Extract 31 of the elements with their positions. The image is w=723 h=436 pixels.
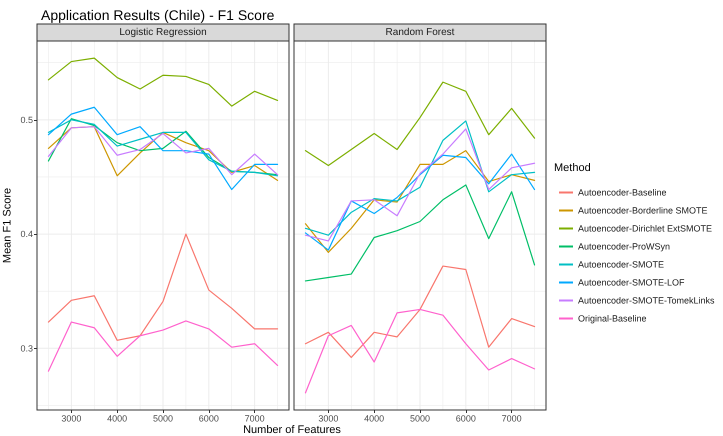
- legend-label: Autoencoder-SMOTE-LOF: [578, 278, 686, 288]
- legend-label: Original-Baseline: [578, 314, 647, 324]
- y-tick-label: 0.5: [20, 114, 33, 125]
- legend-label: Autoencoder-SMOTE: [578, 260, 664, 270]
- line-series: [48, 106, 278, 190]
- chart-title: Application Results (Chile) - F1 Score: [41, 7, 275, 23]
- x-tick-label: 3000: [318, 414, 338, 424]
- x-tick-label: 6000: [198, 414, 219, 424]
- x-tick-label: 3000: [61, 414, 82, 424]
- x-tick-label: 6000: [456, 414, 476, 424]
- x-tick-label: 7000: [502, 414, 522, 424]
- legend-label: Autoencoder-Borderline SMOTE: [578, 206, 708, 216]
- legend-label: Autoencoder-ProWSyn: [578, 242, 670, 252]
- y-axis-title: Mean F1 Score: [2, 188, 14, 264]
- x-tick-label: 4000: [364, 414, 384, 424]
- legend-label: Autoencoder-SMOTE-TomekLinks: [578, 296, 716, 306]
- x-tick-label: 5000: [410, 414, 430, 424]
- y-tick-label: 0.3: [20, 343, 33, 354]
- x-tick-label: 4000: [107, 414, 128, 424]
- legend-label: Autoencoder-Dirichlet ExtSMOTE: [578, 224, 712, 234]
- chart-subtitle: Random Forest: [386, 27, 455, 38]
- x-tick-label: 7000: [244, 414, 265, 424]
- line-series: [48, 320, 278, 372]
- legend-title: Method: [554, 162, 591, 174]
- line-series: [48, 233, 278, 341]
- y-tick-label: 0.4: [20, 229, 33, 240]
- x-axis-title: Number of Features: [243, 424, 342, 436]
- x-tick-label: 5000: [152, 414, 174, 424]
- chart-subtitle: Logistic Regression: [119, 27, 207, 38]
- line-series: [48, 58, 278, 107]
- legend-label: Autoencoder-Baseline: [578, 188, 667, 198]
